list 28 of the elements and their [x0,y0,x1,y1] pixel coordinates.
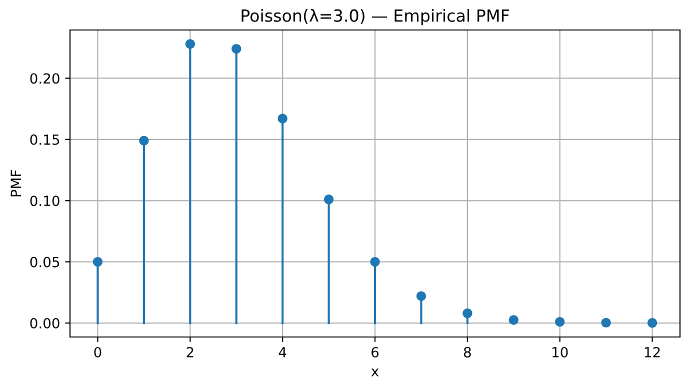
y-tick-label: 0.15 [30,134,60,145]
point [416,291,426,301]
x-tick-label: 0 [94,346,102,358]
point [92,256,103,267]
point [370,256,380,267]
point [278,114,288,124]
x-tick-label: 8 [464,346,471,358]
chart-title: Poisson(λ=3.0) — Empirical PMF [242,9,509,26]
point [324,194,334,204]
y-tick-label: 0.20 [30,73,60,84]
y-tick-label: 0.00 [30,318,60,329]
y-tick-label: 0.05 [30,256,60,268]
point [462,308,472,318]
x-tick-label: 4 [278,347,286,358]
y-axis-title: PMF [10,170,21,196]
x-tick-label: 10 [552,346,568,358]
point [554,316,565,327]
x-tick-label: 6 [372,346,379,358]
x-tick-label: 12 [644,346,660,358]
point [139,136,149,146]
point [601,318,611,328]
x-axis-title: x [371,368,379,376]
point [185,39,196,49]
x-tick-label: 2 [186,346,194,358]
point [647,318,658,328]
point [232,44,242,54]
point [508,315,518,325]
y-tick-label: 0.10 [30,196,60,206]
